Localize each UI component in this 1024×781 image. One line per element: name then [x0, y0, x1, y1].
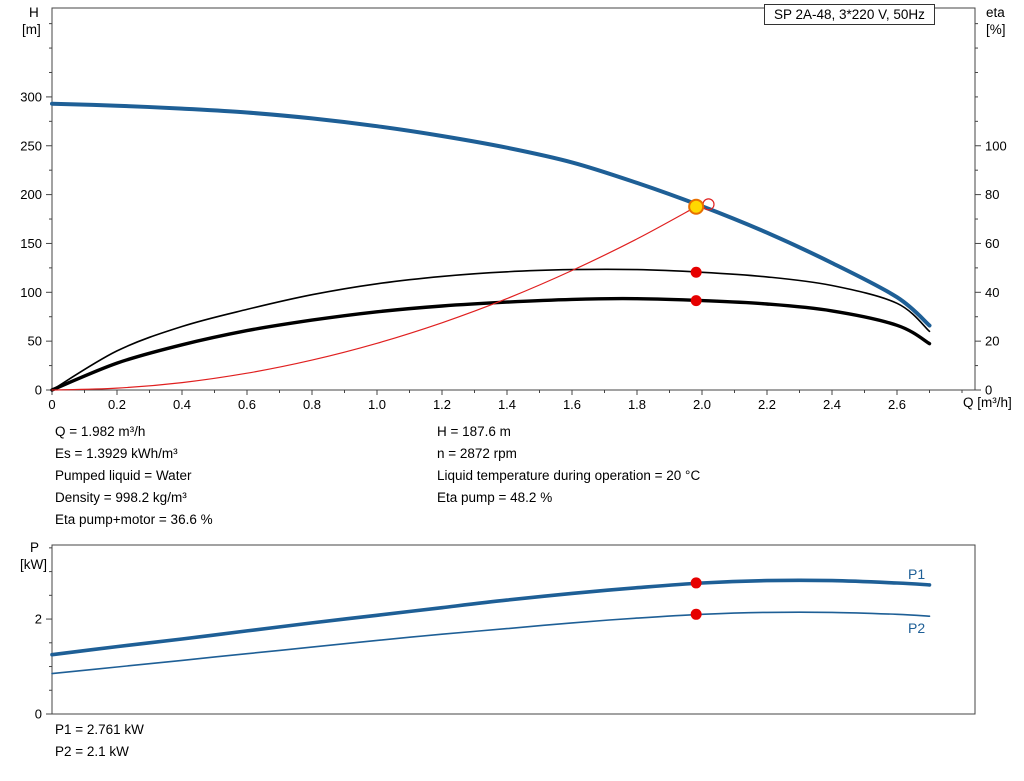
x-tick-label: 1.8 — [628, 397, 646, 412]
y-left-tick-label: 0 — [35, 383, 42, 398]
y-right-tick-label: 0 — [985, 383, 992, 398]
x-tick-label: 2.2 — [758, 397, 776, 412]
curve-duty-curve-system- — [51, 206, 697, 391]
info-q: Q = 1.982 m³/h — [55, 424, 146, 439]
p-axis-unit: [kW] — [20, 557, 47, 572]
y-right-tick-label: 60 — [985, 236, 999, 251]
y-left-tick-label: 2 — [35, 612, 42, 627]
plot-frame — [51, 7, 976, 391]
x-tick-label: 0.6 — [238, 397, 256, 412]
power-chart: 02 — [35, 544, 976, 722]
eta-axis-label: eta — [986, 5, 1005, 20]
hq-chart: 0 0.2 0.4 0.6 0.8 1.0 1.2 1.4 1.6 1.8 2.0 2.2 2.4 2.6… — [20, 7, 1007, 412]
x-tick-label: 1.4 — [498, 397, 516, 412]
info-speed: n = 2872 rpm — [437, 446, 517, 461]
p-axis-label: P — [30, 540, 40, 555]
x-tick-label: 1.6 — [563, 397, 581, 412]
info-eta-pump: Eta pump = 48.2 % — [437, 490, 553, 505]
operating-point-dot — [690, 577, 702, 589]
y-left-tick-label: 50 — [28, 334, 42, 349]
info-temp: Liquid temperature during operation = 20… — [437, 468, 701, 483]
y-right-tick-label: 40 — [985, 285, 999, 300]
h-axis-unit: [m] — [22, 22, 41, 37]
info-p1: P1 = 2.761 kW — [55, 722, 144, 737]
y-left-tick-label: 150 — [20, 236, 42, 251]
q-axis-label: Q [m³/h] — [963, 395, 1012, 410]
y-left-tick-label: 100 — [20, 285, 42, 300]
curve-p2 — [51, 611, 931, 675]
operating-point-dot — [690, 608, 702, 620]
info-h: H = 187.6 m — [437, 424, 511, 439]
p1-curve-label: P1 — [908, 566, 926, 582]
curve-p1 — [50, 578, 932, 657]
info-p2: P2 = 2.1 kW — [55, 744, 129, 759]
y-left-tick-label: 300 — [20, 89, 42, 104]
y-right-tick-label: 100 — [985, 138, 1007, 153]
x-tick-label: 2.4 — [823, 397, 841, 412]
h-axis-label: H — [29, 5, 39, 20]
y-right-tick-label: 80 — [985, 187, 999, 202]
x-tick-label: 2.0 — [693, 397, 711, 412]
plot-frame — [51, 544, 976, 715]
operating-point-dot — [690, 266, 702, 278]
x-tick-label: 0 — [48, 397, 55, 412]
info-eta-total: Eta pump+motor = 36.6 % — [55, 512, 213, 527]
x-tick-label: 1.2 — [433, 397, 451, 412]
y-right-tick-label: 20 — [985, 334, 999, 349]
x-tick-label: 0.8 — [303, 397, 321, 412]
info-es: Es = 1.3929 kWh/m³ — [55, 446, 178, 461]
x-tick-label: 2.6 — [888, 397, 906, 412]
y-left-tick-label: 250 — [20, 138, 42, 153]
pump-title-box: SP 2A-48, 3*220 V, 50Hz — [764, 4, 935, 25]
eta-axis-unit: [%] — [986, 22, 1006, 37]
p2-curve-label: P2 — [908, 620, 926, 636]
curve-h-curve-q-h- — [50, 101, 932, 328]
y-left-tick-label: 0 — [35, 707, 42, 722]
curve-eta-pump-motor — [50, 296, 932, 392]
x-tick-label: 1.0 — [368, 397, 386, 412]
x-tick-label: 0.4 — [173, 397, 191, 412]
operating-point-dot — [690, 295, 702, 307]
info-liquid: Pumped liquid = Water — [55, 468, 192, 483]
y-left-tick-label: 200 — [20, 187, 42, 202]
duty-point-marker[interactable] — [688, 198, 705, 215]
curve-eta-pump — [51, 268, 931, 391]
info-density: Density = 998.2 kg/m³ — [55, 490, 187, 505]
x-tick-label: 0.2 — [108, 397, 126, 412]
